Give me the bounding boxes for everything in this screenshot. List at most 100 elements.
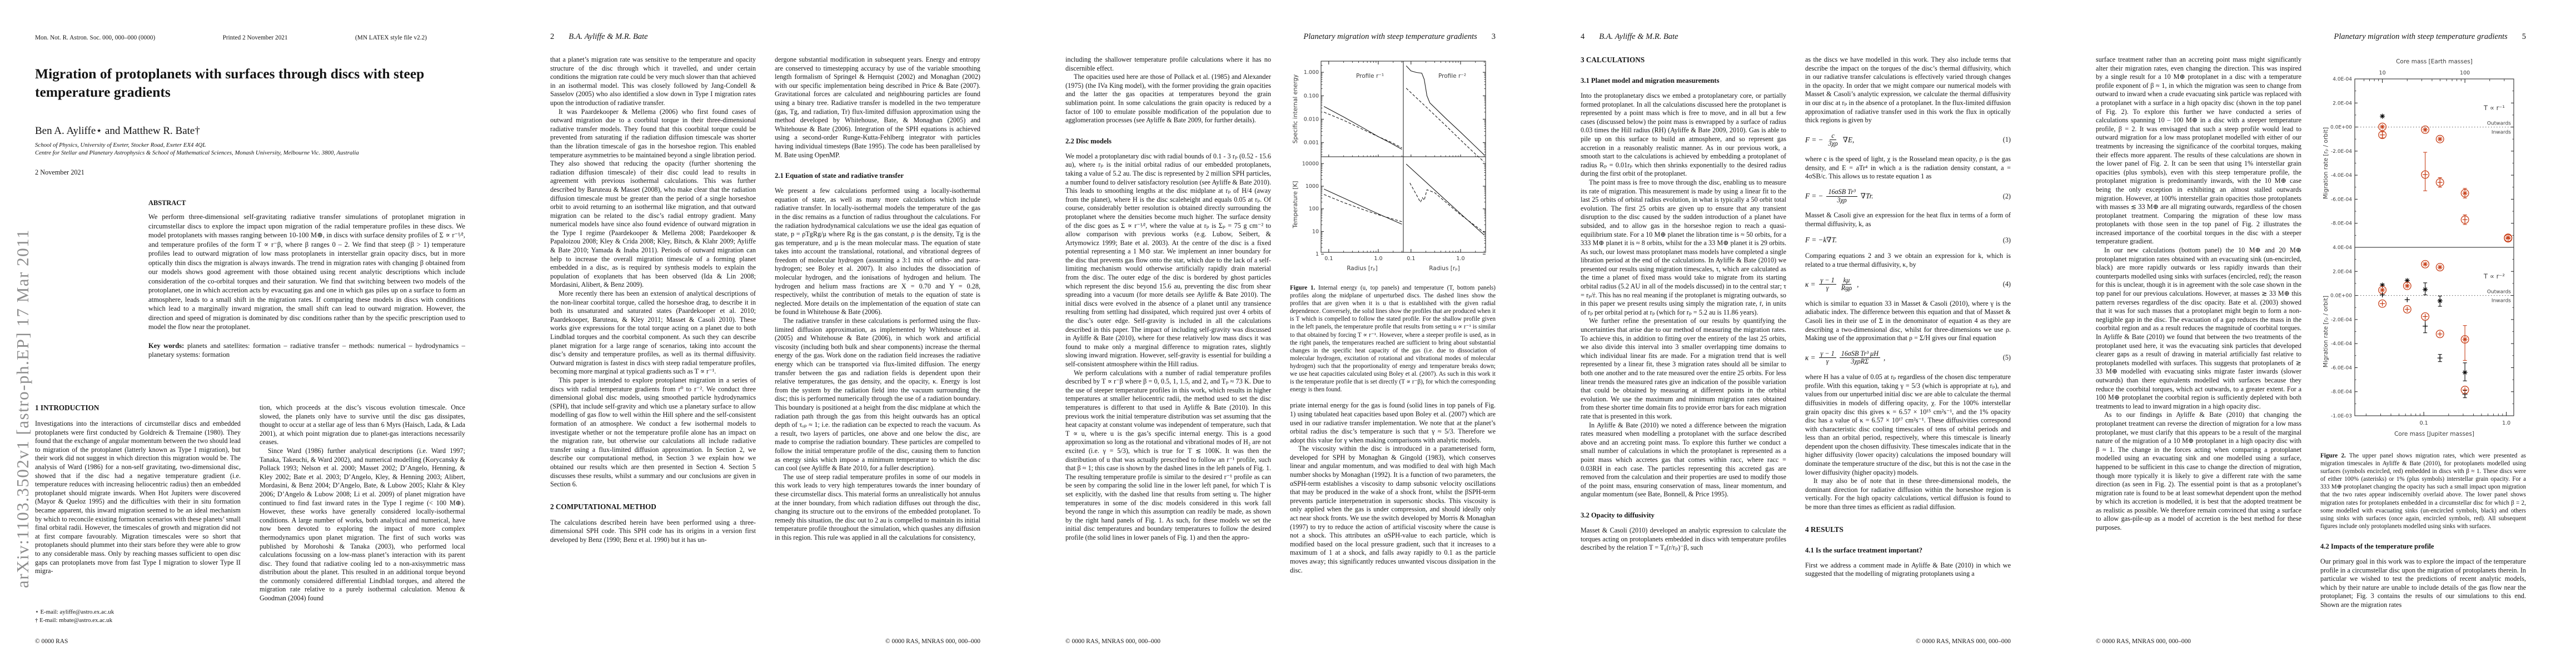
page-number: 2 xyxy=(550,32,555,41)
page-2: 2 B.A. Ayliffe & M.R. Bate that a planet’… xyxy=(515,0,1030,667)
text-columns: 3 CALCULATIONS 3.1 Planet model and migra… xyxy=(1581,56,2011,635)
column-right: 1.000 0.100 0.010 0.001 10000 1000 100 10 1 0.1 1.… xyxy=(1290,56,1496,635)
abstract-label: ABSTRACT xyxy=(148,199,186,207)
svg-text:0.1: 0.1 xyxy=(1324,256,1333,262)
running-title: Planetary migration with steep temperatu… xyxy=(1303,32,1477,41)
svg-text:0.0E+00: 0.0E+00 xyxy=(2330,125,2352,131)
paragraph: The opacities used here are those of Pol… xyxy=(1065,73,1271,125)
svg-text:-8.0E-04: -8.0E-04 xyxy=(2331,390,2352,395)
paragraph: The point mass is free to move through t… xyxy=(1581,178,1786,316)
running-head: 2 B.A. Ayliffe & M.R. Bate xyxy=(550,32,980,42)
equation: F = − c 3χρ ∇E, (1) xyxy=(1805,131,2011,148)
journal-header: Mon. Not. R. Astron. Soc. 000, 000–000 (… xyxy=(35,34,427,41)
footnotes: ⋆ E-mail: ayliffe@astro.ex.ac.uk † E-mai… xyxy=(35,606,241,625)
svg-text:0.001: 0.001 xyxy=(1304,140,1319,146)
subsection-heading: 4.2 Impacts of the temperature profile xyxy=(2320,542,2434,550)
column-left: including the shallower temperature prof… xyxy=(1065,56,1271,635)
svg-text:-6.0E-04: -6.0E-04 xyxy=(2331,365,2352,371)
column-left: 1 INTRODUCTION Investigations into the in… xyxy=(35,404,241,599)
svg-text:-1.0E-03: -1.0E-03 xyxy=(2331,414,2352,419)
running-head: Planetary migration with steep temperatu… xyxy=(2096,32,2526,42)
submission-date: 2 November 2021 xyxy=(35,168,84,176)
equation: F = −k∇T. (3) xyxy=(1805,236,2011,245)
paragraph: including the shallower temperature prof… xyxy=(1065,56,1271,72)
svg-text:1.0: 1.0 xyxy=(1456,256,1464,262)
paragraph: The use of steep radial temperature prof… xyxy=(775,472,980,541)
paragraph: priate internal energy for the gas is fo… xyxy=(1290,401,1496,444)
page-footer: © 0000 RAS xyxy=(35,638,68,645)
paragraph: It was Paardekooper & Mellema (2006) who… xyxy=(550,107,756,289)
subsection-heading: 4.1 Is the surface treatment important? xyxy=(1805,546,1923,554)
svg-text:Temperature [K]: Temperature [K] xyxy=(1292,181,1299,229)
page-4: 4 B.A. Ayliffe & M.R. Bate 3 CALCULATIONS… xyxy=(1546,0,2061,667)
svg-text:-6.0E-04: -6.0E-04 xyxy=(2331,197,2352,202)
paragraph: We present a few calculations performed … xyxy=(775,187,980,316)
svg-text:1.0: 1.0 xyxy=(1374,256,1382,262)
svg-text:4.0E-04: 4.0E-04 xyxy=(2333,77,2352,82)
figure-2-caption-text: The upper panel shows migration rates, w… xyxy=(2320,452,2526,530)
figure-2-caption-label: Figure 2. xyxy=(2320,452,2346,459)
svg-text:10000: 10000 xyxy=(1302,161,1319,167)
printed-date: Printed 2 November 2021 xyxy=(222,34,288,41)
svg-text:0.0E+00: 0.0E+00 xyxy=(2330,293,2352,299)
equation: F = −16σSB Tr³ 3χρ ∇Tr. (2) xyxy=(1805,187,2011,204)
paragraph: where H has a value of 0.05 at rₚ regard… xyxy=(1805,373,2011,476)
page-number: 5 xyxy=(2522,32,2526,41)
column-left: 3 CALCULATIONS 3.1 Planet model and migra… xyxy=(1581,56,1786,635)
svg-text:4.0E-04: 4.0E-04 xyxy=(2333,245,2352,251)
paragraph: The viscosity within the disc is introdu… xyxy=(1290,445,1496,574)
subsection-heading: 3.2 Opacity to diffusivity xyxy=(1581,511,1655,519)
svg-text:Migration rate [rₚ / orbit]: Migration rate [rₚ / orbit] xyxy=(2323,296,2329,367)
column-left: surface treatment rather than an accreti… xyxy=(2096,56,2301,635)
svg-text:0.1: 0.1 xyxy=(1407,256,1415,262)
figure-2-caption: Figure 2. The upper panel shows migratio… xyxy=(2320,452,2526,530)
paragraph: where c is the speed of light, χ is the … xyxy=(1805,155,2011,181)
svg-text:Outwards: Outwards xyxy=(2487,121,2511,127)
journal-name: Mon. Not. R. Astron. Soc. 000, 000–000 (… xyxy=(35,34,156,41)
svg-text:-4.0E-04: -4.0E-04 xyxy=(2331,341,2352,347)
running-title: Planetary migration with steep temperatu… xyxy=(2334,32,2508,41)
equation-number: (2) xyxy=(2002,192,2011,200)
abstract-text: We perform three-dimensional self-gravit… xyxy=(148,213,465,331)
svg-text:Inwards: Inwards xyxy=(2492,130,2511,136)
svg-text:Radius [rₚ]: Radius [rₚ] xyxy=(1429,265,1460,272)
svg-text:-8.0E-04: -8.0E-04 xyxy=(2331,221,2352,227)
column-right-text: priate internal energy for the gas is fo… xyxy=(1290,401,1496,575)
column-right: dergone substantial modification in subs… xyxy=(775,56,980,635)
equation-number: (1) xyxy=(2002,136,2011,144)
svg-text:-2.0E-04: -2.0E-04 xyxy=(2331,149,2352,155)
keywords-label: Key words: xyxy=(148,341,185,350)
svg-text:2.0E-04: 2.0E-04 xyxy=(2333,101,2352,106)
svg-text:2.0E-04: 2.0E-04 xyxy=(2333,269,2352,275)
section-heading: 3 CALCULATIONS xyxy=(1581,56,1645,64)
figure-1-caption-label: Figure 1. xyxy=(1290,285,1316,291)
svg-text:-2.0E-04: -2.0E-04 xyxy=(2331,317,2352,323)
page-footer: © 0000 RAS, MNRAS 000, 000–000 xyxy=(2096,638,2191,645)
figure-1-caption-text: Internal energy (u, top panels) and temp… xyxy=(1290,285,1496,394)
page-1: Mon. Not. R. Astron. Soc. 000, 000–000 (… xyxy=(0,0,515,667)
equation-number: (5) xyxy=(2002,354,2011,362)
subsection-heading: 3.1 Planet model and migration measureme… xyxy=(1581,77,1720,84)
svg-text:1.000: 1.000 xyxy=(1304,69,1319,76)
paragraph: We perform calculations with a number of… xyxy=(1065,369,1271,541)
svg-text:-4.0E-04: -4.0E-04 xyxy=(2331,173,2352,178)
paragraph: First we address a comment made in Aylif… xyxy=(1805,561,2011,578)
paragraph: More recently there has been an extensio… xyxy=(550,290,756,376)
svg-text:Profile r⁻²: Profile r⁻² xyxy=(1438,73,1466,79)
running-title: B.A. Ayliffe & M.R. Bate xyxy=(1599,32,1678,41)
svg-text:T ∝ r⁻²: T ∝ r⁻² xyxy=(2483,272,2505,280)
equation-number: (4) xyxy=(2002,280,2011,288)
svg-text:Profile r⁻¹: Profile r⁻¹ xyxy=(1356,73,1384,79)
subsection-heading: 2.2 Disc models xyxy=(1065,137,1112,145)
svg-text:Inwards: Inwards xyxy=(2492,298,2511,304)
equation-number: (3) xyxy=(2002,236,2011,244)
paragraph: The radiative transfer in these calculat… xyxy=(775,317,980,472)
svg-text:Specific internal energy: Specific internal energy xyxy=(1292,74,1299,143)
page-footer: © 0000 RAS, MNRAS 000, 000–000 xyxy=(1065,638,1160,645)
equation: κ = γ − 1 γ kμ Rgρ, (4) xyxy=(1805,276,2011,292)
paragraph: as the discs we have modelled in this wo… xyxy=(1805,56,2011,125)
paragraph: In our new calculations (bottom panel) t… xyxy=(2096,246,2301,410)
column-right-text: 4.2 Impacts of the temperature profile Ou… xyxy=(2320,542,2526,610)
abstract-block: ABSTRACT We perform three-dimensional se… xyxy=(148,199,465,360)
